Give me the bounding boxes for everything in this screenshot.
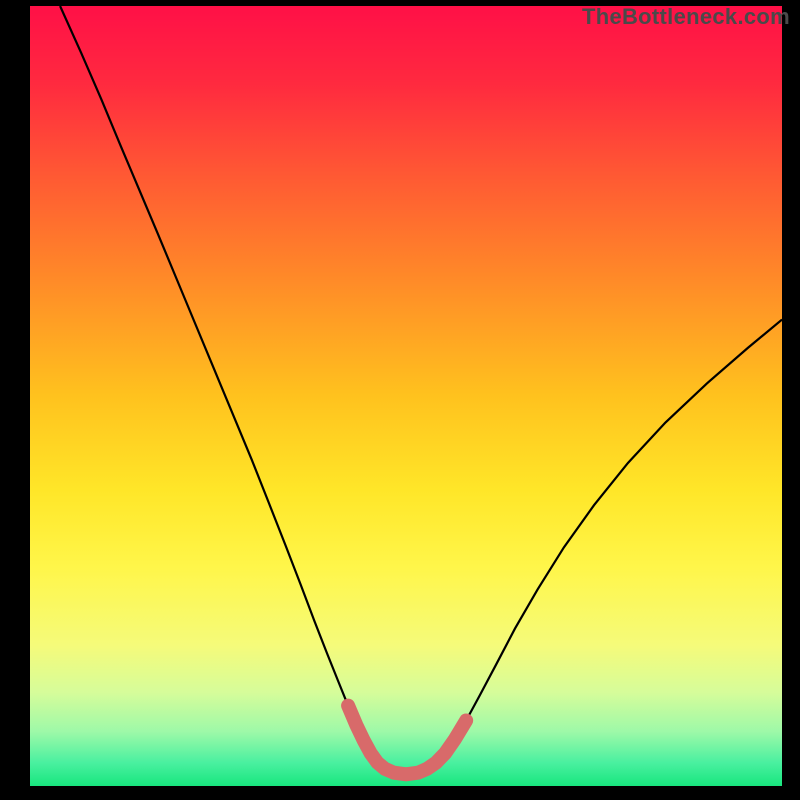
plot-area [30, 6, 782, 786]
canvas: TheBottleneck.com [0, 0, 800, 800]
highlight-curve [348, 706, 466, 775]
watermark-text: TheBottleneck.com [582, 4, 790, 30]
bottleneck-curve [60, 6, 782, 774]
chart-svg [30, 6, 782, 786]
